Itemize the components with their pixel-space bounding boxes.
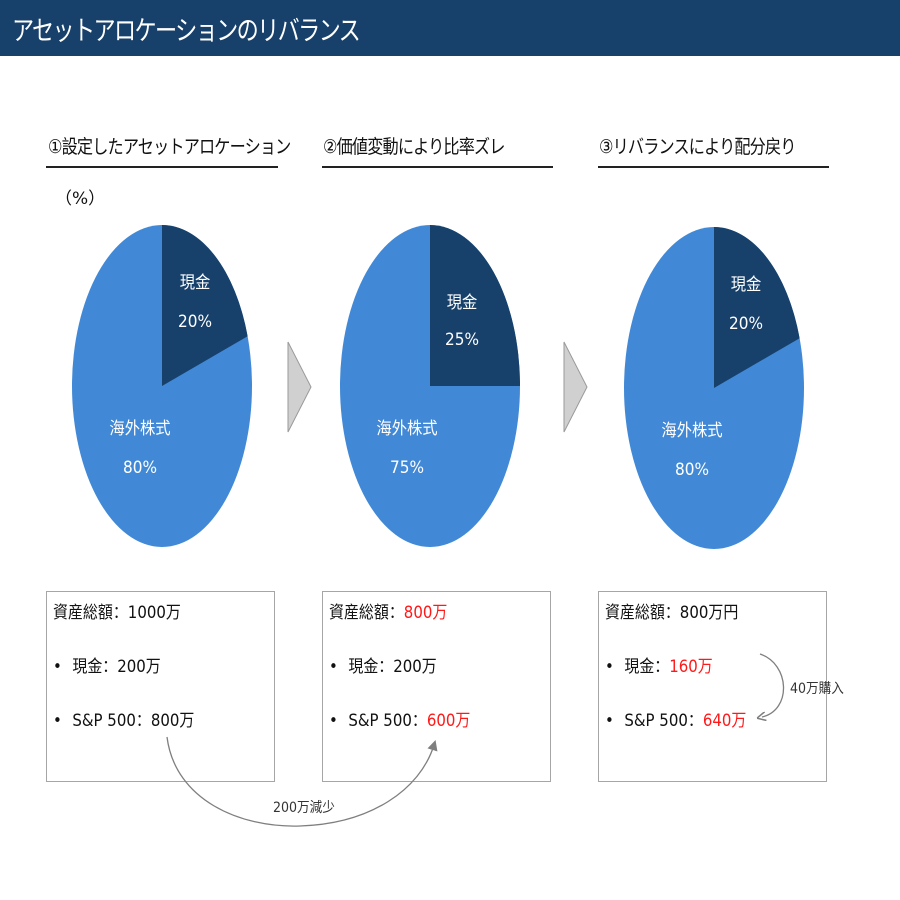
pie-chart-2	[340, 225, 520, 547]
cash-value: 200万	[393, 657, 437, 677]
step-3-title: ③リバランスにより配分戻り	[599, 136, 796, 158]
unit-label: （%）	[55, 189, 106, 209]
sp500-value: 640万	[702, 711, 747, 731]
pie-3-cash-label: 現金	[730, 275, 762, 295]
bullet-icon: •	[605, 657, 614, 677]
cash-label: 現金：	[348, 657, 394, 677]
sp500-value: 800万	[150, 711, 195, 731]
step-arrow-1-icon	[287, 341, 312, 433]
bullet-icon: •	[605, 711, 614, 731]
pie-3-cash-value: 20%	[728, 314, 764, 334]
info-box-1: 資産総額：1000万 • 現金：200万 • S&P 500：800万	[46, 591, 275, 782]
total-assets-line: 資産総額：1000万	[53, 598, 181, 623]
total-value: 1000万	[127, 603, 181, 623]
total-label: 資産総額：	[329, 603, 404, 623]
bullet-icon: •	[329, 657, 338, 677]
total-value: 800万円	[679, 603, 739, 623]
total-assets-line: 資産総額：800万円	[605, 598, 738, 623]
bullet-icon: •	[329, 711, 338, 731]
decrease-annotation: 200万減少	[273, 800, 335, 816]
pie-1-cash-slice	[162, 225, 248, 386]
sp500-line: • S&P 500：800万	[53, 706, 194, 731]
cash-value: 200万	[117, 657, 161, 677]
cash-value: 160万	[669, 657, 713, 677]
sp500-label: S&P 500：	[624, 711, 703, 731]
cash-label: 現金：	[72, 657, 118, 677]
step-arrow-2-icon	[563, 341, 588, 433]
pie-2-stock-label: 海外株式	[376, 419, 438, 439]
sp500-line: • S&P 500：600万	[329, 706, 470, 731]
pie-2-cash-slice	[430, 225, 520, 386]
sp500-label: S&P 500：	[348, 711, 427, 731]
pie-3-stock-label: 海外株式	[661, 421, 723, 441]
pie-2-cash-value: 25%	[444, 330, 480, 350]
total-assets-line: 資産総額：800万	[329, 598, 447, 623]
purchase-annotation: 40万購入	[790, 681, 844, 697]
cash-line: • 現金：200万	[53, 652, 161, 677]
bullet-icon: •	[53, 657, 62, 677]
pie-3-stock-value: 80%	[674, 460, 710, 480]
pie-1-cash-label: 現金	[179, 273, 211, 293]
pie-chart-3	[624, 227, 804, 549]
pie-1-stock-value: 80%	[122, 458, 158, 478]
step-1-rule	[46, 166, 278, 168]
total-label: 資産総額：	[53, 603, 128, 623]
pie-3-cash-slice	[714, 227, 800, 388]
sp500-label: S&P 500：	[72, 711, 151, 731]
total-label: 資産総額：	[605, 603, 680, 623]
pie-1-cash-value: 20%	[177, 312, 213, 332]
page-title: アセットアロケーションのリバランス	[12, 16, 361, 47]
step-3-rule	[598, 166, 829, 168]
pie-chart-1	[72, 225, 252, 547]
cash-line: • 現金：160万	[605, 652, 713, 677]
step-2-title: ②価値変動により比率ズレ	[323, 136, 505, 158]
sp500-value: 600万	[426, 711, 471, 731]
info-box-3: 資産総額：800万円 • 現金：160万 • S&P 500：640万	[598, 591, 827, 782]
total-value: 800万	[403, 603, 448, 623]
step-1-title: ①設定したアセットアロケーション	[48, 136, 291, 158]
pie-2-cash-label: 現金	[446, 293, 478, 313]
bullet-icon: •	[53, 711, 62, 731]
cash-label: 現金：	[624, 657, 670, 677]
header-bar: アセットアロケーションのリバランス	[0, 0, 900, 56]
pie-1-stock-label: 海外株式	[109, 419, 171, 439]
info-box-2: 資産総額：800万 • 現金：200万 • S&P 500：600万	[322, 591, 551, 782]
step-2-rule	[322, 166, 553, 168]
pie-2-stock-value: 75%	[389, 458, 425, 478]
cash-line: • 現金：200万	[329, 652, 437, 677]
sp500-line: • S&P 500：640万	[605, 706, 746, 731]
